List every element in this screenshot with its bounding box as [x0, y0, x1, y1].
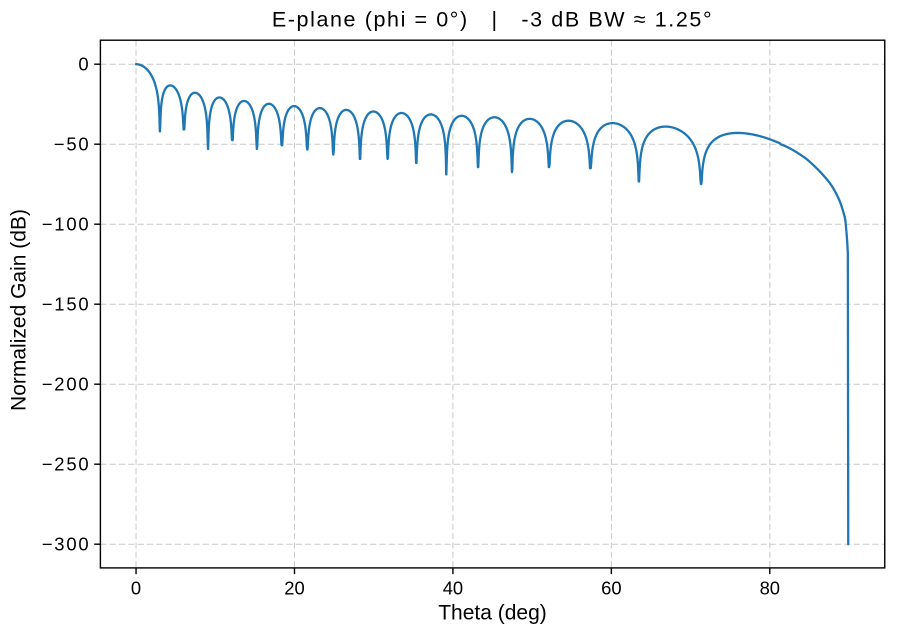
svg-text:80: 80 [760, 577, 780, 598]
svg-text:60: 60 [601, 577, 621, 598]
svg-text:Normalized Gain (dB): Normalized Gain (dB) [8, 209, 31, 411]
svg-text:−300: −300 [42, 534, 91, 555]
svg-text:0: 0 [78, 54, 90, 75]
svg-text:20: 20 [284, 577, 304, 598]
svg-text:−100: −100 [42, 214, 91, 235]
svg-text:−150: −150 [42, 294, 91, 315]
svg-text:−250: −250 [42, 454, 91, 475]
svg-text:−200: −200 [42, 374, 91, 395]
svg-text:Theta (deg): Theta (deg) [438, 602, 547, 625]
svg-text:E-plane (phi = 0°) | -3 dB: E-plane (phi = 0°) | -3 dB BW ≈ 1.25° [272, 8, 713, 32]
svg-text:40: 40 [443, 577, 463, 598]
svg-text:0: 0 [131, 577, 141, 598]
svg-text:−50: −50 [54, 134, 91, 155]
